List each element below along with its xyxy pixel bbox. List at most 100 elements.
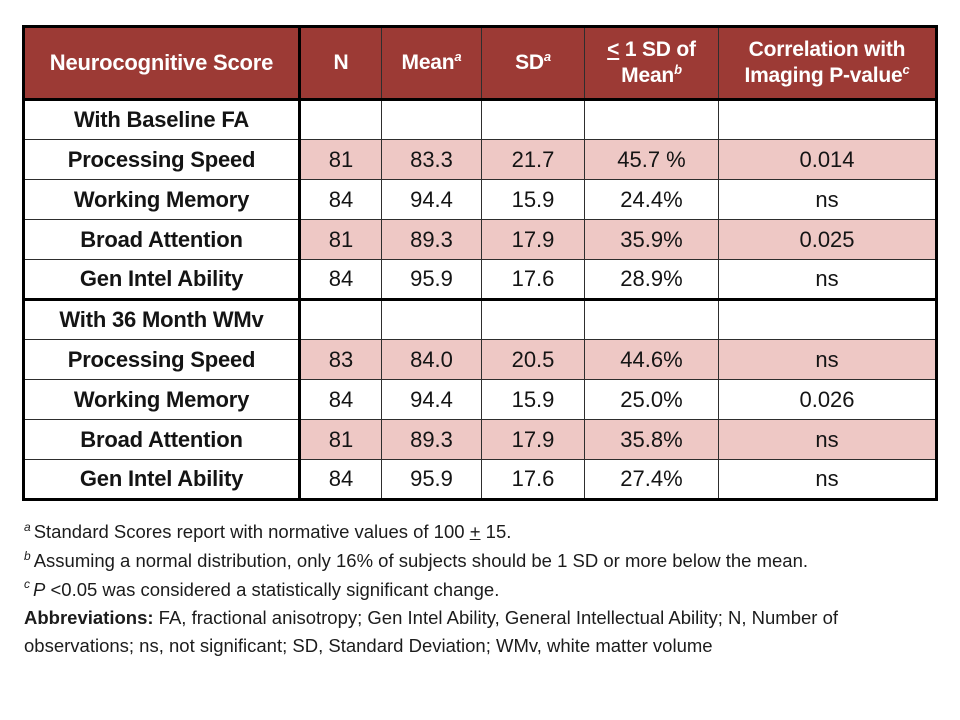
cell-below-mean: 24.4%: [584, 179, 719, 220]
footnote-c-sup: c: [24, 577, 30, 592]
abbreviations-text: FA, fractional anisotropy; Gen Intel Abi…: [24, 607, 839, 656]
cell-n: 83: [299, 339, 382, 380]
cell-correlation: ns: [718, 179, 937, 220]
empty-cell: [718, 298, 937, 340]
table-row: Broad Attention 81 89.3 17.9 35.9% 0.025: [23, 219, 937, 260]
header-n-label: N: [333, 50, 349, 74]
empty-cell: [299, 298, 382, 340]
header-below-line1: 1 SD of: [619, 37, 696, 61]
row-label: Broad Attention: [23, 419, 301, 460]
header-below-mean: < 1 SD of Meanb: [584, 26, 719, 101]
cell-below-mean: 27.4%: [584, 459, 719, 500]
header-correlation: Correlation with Imaging P-valuec: [718, 26, 937, 101]
footnote-a-text: Standard Scores report with normative va…: [33, 521, 470, 542]
cell-n: 84: [299, 179, 382, 220]
cell-below-mean: 28.9%: [584, 259, 719, 300]
cell-sd: 17.9: [481, 219, 585, 260]
table-row: Working Memory 84 94.4 15.9 25.0% 0.026: [23, 379, 937, 420]
cell-sd: 21.7: [481, 139, 585, 180]
table-row: Gen Intel Ability 84 95.9 17.6 28.9% ns: [23, 259, 937, 300]
header-sd: SDa: [481, 26, 585, 101]
header-below-sup: b: [674, 62, 682, 77]
cell-below-mean: 35.8%: [584, 419, 719, 460]
cell-sd: 20.5: [481, 339, 585, 380]
footnote-a-sup: a: [24, 519, 31, 534]
cell-below-mean: 45.7 %: [584, 139, 719, 180]
cell-correlation: 0.026: [718, 379, 937, 420]
neurocognitive-stats-table: Neurocognitive Score N Meana SDa < 1 SD …: [22, 25, 938, 501]
cell-n: 84: [299, 459, 382, 500]
empty-cell: [718, 99, 937, 140]
section-row-baseline-fa: With Baseline FA: [23, 99, 937, 140]
cell-mean: 95.9: [381, 259, 482, 300]
empty-cell: [481, 99, 585, 140]
cell-n: 81: [299, 139, 382, 180]
cell-mean: 84.0: [381, 339, 482, 380]
empty-cell: [584, 298, 719, 340]
header-n: N: [299, 26, 382, 101]
cell-correlation: ns: [718, 459, 937, 500]
footnotes-block: a Standard Scores report with normative v…: [24, 518, 934, 661]
footnote-a-text-end: 15.: [480, 521, 512, 542]
abbreviations: Abbreviations: FA, fractional anisotropy…: [24, 604, 934, 660]
table-row: Broad Attention 81 89.3 17.9 35.8% ns: [23, 419, 937, 460]
cell-mean: 94.4: [381, 179, 482, 220]
header-neurocognitive-score: Neurocognitive Score: [23, 26, 301, 101]
section-row-36-month-wmv: With 36 Month WMv: [23, 298, 937, 340]
table-header-row: Neurocognitive Score N Meana SDa < 1 SD …: [23, 26, 937, 101]
row-label: Processing Speed: [23, 139, 301, 180]
header-mean-sup: a: [454, 48, 462, 64]
cell-sd: 17.6: [481, 459, 585, 500]
footnote-b: b Assuming a normal distribution, only 16…: [24, 547, 934, 575]
cell-mean: 89.3: [381, 419, 482, 460]
empty-cell: [299, 99, 382, 140]
section-title: With 36 Month WMv: [23, 298, 301, 340]
empty-cell: [381, 298, 482, 340]
cell-mean: 83.3: [381, 139, 482, 180]
cell-n: 81: [299, 219, 382, 260]
cell-correlation: 0.025: [718, 219, 937, 260]
row-label: Broad Attention: [23, 219, 301, 260]
cell-mean: 89.3: [381, 219, 482, 260]
header-below-line2: Mean: [621, 64, 675, 87]
cell-correlation: 0.014: [718, 139, 937, 180]
cell-below-mean: 44.6%: [584, 339, 719, 380]
header-corr-sup: c: [902, 62, 910, 77]
header-corr-line1: Correlation with: [748, 37, 906, 61]
cell-sd: 17.6: [481, 259, 585, 300]
header-corr-line2: Imaging P-value: [744, 64, 903, 87]
footnote-b-text: Assuming a normal distribution, only 16%…: [33, 549, 809, 571]
table-container: Neurocognitive Score N Meana SDa < 1 SD …: [22, 25, 938, 501]
cell-n: 84: [299, 379, 382, 420]
table-row: Processing Speed 81 83.3 21.7 45.7 % 0.0…: [23, 139, 937, 180]
table-row: Processing Speed 83 84.0 20.5 44.6% ns: [23, 339, 937, 380]
row-label: Working Memory: [23, 379, 301, 420]
table-row: Gen Intel Ability 84 95.9 17.6 27.4% ns: [23, 459, 937, 500]
empty-cell: [584, 99, 719, 140]
table-row: Working Memory 84 94.4 15.9 24.4% ns: [23, 179, 937, 220]
footnote-b-sup: b: [24, 548, 31, 563]
cell-correlation: ns: [718, 259, 937, 300]
row-label: Gen Intel Ability: [23, 459, 301, 500]
header-mean: Meana: [381, 26, 482, 101]
cell-correlation: ns: [718, 419, 937, 460]
cell-correlation: ns: [718, 339, 937, 380]
header-score-label: Neurocognitive Score: [49, 50, 274, 76]
cell-mean: 95.9: [381, 459, 482, 500]
row-label: Processing Speed: [23, 339, 301, 380]
cell-below-mean: 25.0%: [584, 379, 719, 420]
footnote-a: a Standard Scores report with normative v…: [24, 518, 934, 546]
footnote-c-text: <0.05 was considered a statistically sig…: [45, 578, 500, 600]
footnote-c-p: P: [33, 578, 46, 600]
header-leq-sign: <: [607, 37, 620, 61]
footnote-a-plusminus: +: [469, 521, 481, 542]
section-title: With Baseline FA: [23, 99, 301, 140]
row-label: Working Memory: [23, 179, 301, 220]
header-sd-sup: a: [543, 48, 551, 64]
header-sd-label: SD: [515, 50, 544, 74]
cell-sd: 15.9: [481, 379, 585, 420]
abbreviations-label: Abbreviations:: [24, 607, 154, 629]
header-mean-label: Mean: [401, 50, 455, 74]
